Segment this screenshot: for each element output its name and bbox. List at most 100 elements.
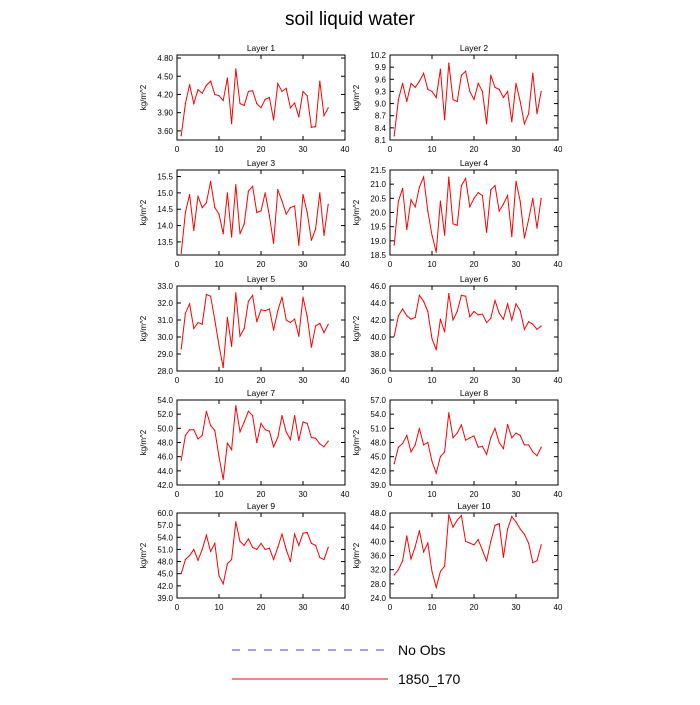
x-tick-label: 20 bbox=[257, 603, 266, 612]
data-point bbox=[540, 446, 542, 448]
y-tick-label: 24.0 bbox=[370, 594, 386, 603]
data-point bbox=[289, 207, 291, 209]
data-point bbox=[477, 192, 479, 194]
data-point bbox=[519, 200, 521, 202]
data-point bbox=[469, 437, 471, 439]
data-point bbox=[397, 98, 399, 101]
series-line bbox=[393, 175, 542, 253]
data-point bbox=[523, 328, 526, 330]
x-tick-label: 0 bbox=[175, 376, 180, 385]
y-tick-label: 48.0 bbox=[157, 558, 173, 567]
data-point bbox=[193, 327, 195, 330]
plot-frame bbox=[176, 512, 346, 599]
data-point bbox=[448, 62, 450, 64]
data-point bbox=[494, 427, 496, 429]
plot-frame bbox=[389, 285, 559, 372]
y-tick-label: 48.0 bbox=[370, 509, 386, 518]
data-point bbox=[319, 322, 321, 324]
data-point bbox=[414, 86, 416, 88]
data-point bbox=[210, 295, 212, 297]
data-point bbox=[218, 344, 220, 347]
y-axis-label: kg/m^2 bbox=[139, 199, 148, 225]
x-tick-label: 0 bbox=[175, 603, 180, 612]
data-point bbox=[222, 367, 224, 369]
data-point bbox=[285, 431, 287, 433]
data-point bbox=[298, 244, 300, 246]
data-point bbox=[515, 180, 517, 182]
data-point bbox=[402, 187, 404, 190]
data-point bbox=[439, 318, 441, 320]
data-point bbox=[418, 530, 420, 532]
data-point bbox=[511, 235, 513, 238]
data-point bbox=[481, 445, 483, 447]
data-point bbox=[523, 444, 526, 446]
y-tick-label: 8.7 bbox=[375, 112, 387, 121]
data-point bbox=[260, 422, 262, 424]
x-tick-label: 0 bbox=[388, 145, 393, 154]
data-point bbox=[294, 318, 296, 320]
data-point bbox=[423, 551, 425, 553]
data-point bbox=[402, 82, 404, 84]
panel-5: Layer 5 0 10 20 30 40 28.0 29.0 30.0 31.0 32.0 33.0… bbox=[139, 274, 350, 385]
data-point bbox=[214, 207, 216, 209]
data-point bbox=[465, 70, 467, 72]
data-point bbox=[486, 123, 488, 125]
y-tick-label: 9.3 bbox=[375, 87, 387, 96]
data-point bbox=[260, 309, 262, 311]
data-point bbox=[431, 338, 433, 340]
data-point bbox=[490, 540, 492, 542]
y-tick-label: 50.0 bbox=[157, 424, 173, 433]
y-tick-label: 21.0 bbox=[370, 180, 386, 189]
data-point bbox=[193, 229, 195, 232]
y-tick-label: 28.0 bbox=[370, 580, 386, 589]
y-tick-label: 48.0 bbox=[370, 439, 386, 448]
y-tick-label: 44.0 bbox=[157, 467, 173, 476]
data-point bbox=[507, 423, 509, 426]
x-tick-label: 40 bbox=[554, 145, 563, 154]
data-point bbox=[486, 321, 488, 324]
panel-title: Layer 1 bbox=[247, 43, 276, 53]
data-point bbox=[536, 328, 538, 330]
data-point bbox=[469, 316, 471, 318]
data-point bbox=[465, 439, 467, 441]
data-point bbox=[460, 294, 462, 296]
data-point bbox=[498, 88, 500, 90]
data-point bbox=[519, 528, 521, 530]
x-tick-label: 20 bbox=[257, 260, 266, 269]
data-point bbox=[481, 313, 483, 315]
data-point bbox=[532, 197, 534, 199]
data-point bbox=[180, 459, 182, 461]
data-point bbox=[218, 456, 220, 458]
x-tick-label: 30 bbox=[299, 145, 308, 154]
data-point bbox=[414, 444, 416, 446]
data-point bbox=[239, 540, 241, 542]
data-point bbox=[197, 195, 199, 197]
y-tick-label: 39.0 bbox=[157, 594, 173, 603]
data-point bbox=[214, 93, 216, 96]
y-tick-label: 20.5 bbox=[370, 194, 386, 203]
data-point bbox=[477, 446, 479, 448]
y-tick-label: 3.60 bbox=[157, 127, 173, 136]
y-tick-label: 57.0 bbox=[157, 521, 173, 530]
data-point bbox=[502, 318, 504, 320]
data-point bbox=[294, 205, 296, 207]
y-tick-label: 19.5 bbox=[370, 223, 386, 232]
y-axis-label: kg/m^2 bbox=[352, 199, 361, 225]
data-point bbox=[260, 107, 262, 109]
x-tick-label: 0 bbox=[388, 260, 393, 269]
data-point bbox=[294, 533, 296, 535]
data-point bbox=[456, 100, 458, 103]
data-point bbox=[327, 107, 329, 109]
data-point bbox=[247, 90, 249, 93]
data-point bbox=[256, 441, 258, 444]
data-point bbox=[410, 199, 412, 201]
data-point bbox=[427, 441, 429, 444]
data-point bbox=[486, 453, 488, 455]
data-point bbox=[189, 193, 191, 196]
data-point bbox=[302, 296, 304, 298]
x-tick-label: 30 bbox=[299, 603, 308, 612]
data-point bbox=[406, 535, 408, 537]
data-point bbox=[536, 455, 538, 457]
x-tick-label: 10 bbox=[428, 376, 437, 385]
data-point bbox=[414, 206, 416, 208]
